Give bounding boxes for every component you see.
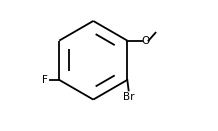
Text: O: O xyxy=(141,36,150,46)
Text: Br: Br xyxy=(123,92,134,102)
Text: F: F xyxy=(42,75,48,85)
